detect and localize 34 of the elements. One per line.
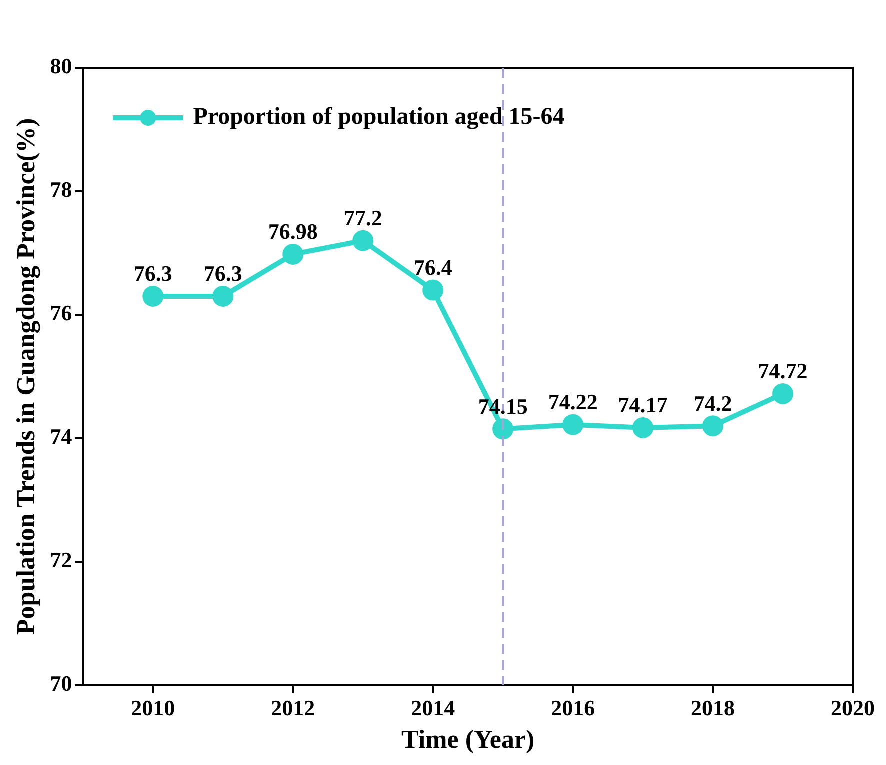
x-axis-title: Time (Year) xyxy=(402,725,535,754)
y-tick-label: 76 xyxy=(50,300,72,326)
x-tick-label: 2020 xyxy=(831,695,875,720)
data-label: 74.72 xyxy=(758,358,808,384)
y-tick-label: 80 xyxy=(50,54,72,79)
x-tick-label: 2016 xyxy=(551,695,596,720)
y-tick-label: 70 xyxy=(50,671,72,696)
x-tick-label: 2014 xyxy=(411,695,456,720)
data-label: 74.17 xyxy=(618,392,668,418)
legend-label: Proportion of population aged 15-64 xyxy=(193,104,565,130)
point xyxy=(142,286,164,307)
data-label: 77.2 xyxy=(344,206,382,231)
point xyxy=(562,414,584,436)
data-label: 74.22 xyxy=(548,390,598,415)
point xyxy=(632,417,654,438)
point xyxy=(702,416,724,437)
x-tick-label: 2010 xyxy=(131,695,176,720)
point xyxy=(772,383,794,404)
point xyxy=(282,244,304,265)
point xyxy=(422,280,444,301)
data-label: 74.2 xyxy=(694,390,732,416)
x-tick-label: 2012 xyxy=(271,695,316,720)
y-tick-label: 72 xyxy=(50,548,72,573)
data-label: 76.4 xyxy=(414,254,452,280)
x-tick-label: 2018 xyxy=(691,695,736,720)
point xyxy=(212,286,234,307)
point xyxy=(492,418,514,440)
data-label: 76.98 xyxy=(268,219,318,244)
point xyxy=(352,230,374,252)
y-tick-label: 78 xyxy=(50,177,72,202)
y-tick-label: 74 xyxy=(50,424,72,450)
y-axis-title: Population Trends in Guangdong Province(%) xyxy=(11,118,40,636)
data-label: 76.3 xyxy=(204,261,242,286)
data-label: 76.3 xyxy=(134,261,172,286)
